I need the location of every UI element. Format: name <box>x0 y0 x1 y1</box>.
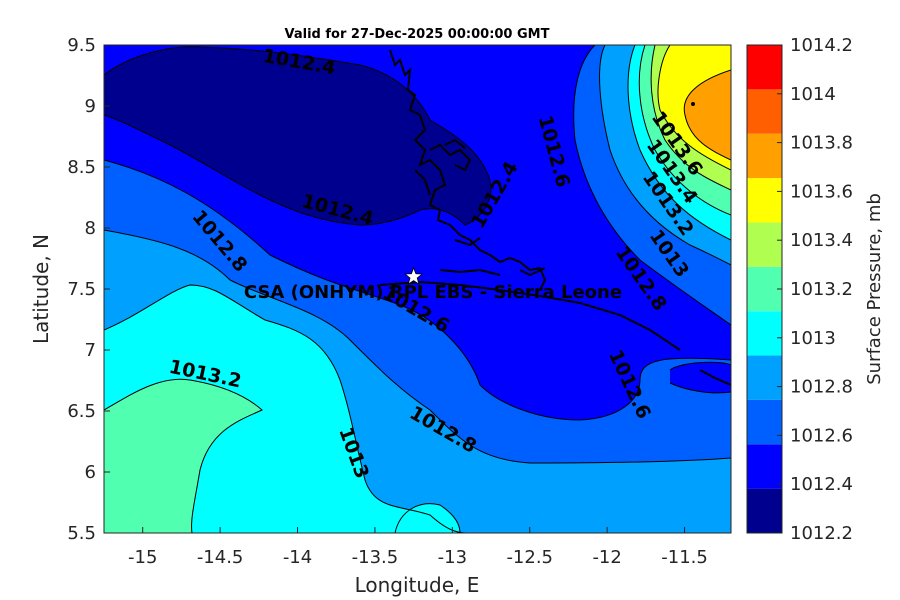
colorbar-swatch <box>747 133 782 179</box>
contour-line <box>657 45 731 171</box>
colorbar-tick-label: 1013.4 <box>790 230 853 251</box>
contour-line <box>599 45 731 266</box>
x-tick-label: -14.5 <box>197 547 244 568</box>
contour-dot <box>691 102 695 106</box>
chart-title: Valid for 27-Dec-2025 00:00:00 GMT <box>285 27 550 42</box>
y-axis-label: Latitude, N <box>29 234 53 344</box>
colorbar-swatch <box>747 178 782 223</box>
colorbar-frame <box>746 44 783 534</box>
contour-line <box>394 503 461 533</box>
y-axis: 9.5 9 8.5 8 7.5 7 6.5 6 5.5 <box>67 35 110 544</box>
y-tick-label: 8.5 <box>67 157 96 178</box>
coastline <box>379 49 731 386</box>
colorbar-swatch <box>747 45 782 90</box>
y-tick-label: 9 <box>85 96 96 117</box>
colorbar-swatch <box>747 444 782 489</box>
colorbar-swatch <box>747 222 782 267</box>
y-tick-label: 7.5 <box>67 279 96 300</box>
coastline-estuary <box>414 138 472 196</box>
colorbar-tick-label: 1013 <box>790 328 836 349</box>
x-tick-label: -12 <box>592 547 621 568</box>
site-label: CSA (ONHYM) RPL EBS - Sierra Leone <box>244 282 622 303</box>
x-tick-label: -11.5 <box>661 547 708 568</box>
y-tick-label: 9.5 <box>67 35 96 56</box>
site-star-marker <box>404 266 424 286</box>
colorbar-tick-label: 1013.6 <box>790 181 853 202</box>
contour-line <box>104 229 731 464</box>
colorbar-tick-label: 1012.4 <box>790 474 853 495</box>
colorbar-tick-label: 1013.2 <box>790 279 853 300</box>
band-1012-2 <box>104 46 491 225</box>
colorbar-swatch <box>747 488 782 533</box>
colorbar-tick-label: 1014 <box>790 84 836 105</box>
pressure-field <box>104 45 731 533</box>
coastline-path <box>389 49 547 291</box>
contour-line <box>638 45 731 216</box>
contour-line <box>650 45 731 191</box>
coastline-south-path <box>379 280 681 351</box>
colorbar-label: Surface Pressure, mb <box>864 193 885 385</box>
contour-line <box>669 361 731 394</box>
coastline-islands <box>439 237 546 277</box>
x-tick-label: -14 <box>283 547 312 568</box>
colorbar-swatch <box>747 399 782 445</box>
colorbar: 1014.2 1014 1013.8 1013.6 1013.4 1013.2 1013 10… <box>747 35 853 544</box>
contour-line <box>104 46 492 226</box>
x-tick-label: -13 <box>438 547 467 568</box>
band-ne-1013-8 <box>684 70 731 160</box>
contour-line <box>104 284 471 533</box>
y-tick-label: 8 <box>85 218 96 239</box>
colorbar-tick-label: 1012.8 <box>790 377 853 398</box>
colorbar-swatch <box>747 311 782 356</box>
colorbar-swatch <box>747 355 782 400</box>
colorbar-tick-label: 1012.2 <box>790 523 853 544</box>
x-tick-label: -15 <box>128 547 157 568</box>
band-1013-2 <box>104 379 262 533</box>
band-se-1012-4 <box>670 362 731 393</box>
y-tick-label: 6.5 <box>67 401 96 422</box>
contour-lines <box>104 45 731 533</box>
x-axis: -15 -14.5 -14 -13.5 -13 -12.5 -12 -11.5 <box>128 527 708 568</box>
contour-line <box>627 45 731 241</box>
colorbar-tick-label: 1013.8 <box>790 133 853 154</box>
y-tick-label: 7 <box>85 340 96 361</box>
y-tick-label: 6 <box>85 462 96 483</box>
contour-line <box>104 159 731 421</box>
contour-line <box>573 45 731 326</box>
x-tick-label: -12.5 <box>506 547 553 568</box>
contour-line <box>104 378 263 533</box>
coastline-east-path <box>699 369 731 386</box>
colorbar-tick-label: 1012.6 <box>790 425 853 446</box>
colorbar-swatch <box>747 266 782 312</box>
colorbar-tick-label: 1014.2 <box>790 35 853 56</box>
colorbar-swatch <box>747 89 782 134</box>
x-tick-label: -13.5 <box>352 547 399 568</box>
y-tick-label: 5.5 <box>67 523 96 544</box>
x-axis-label: Longitude, E <box>355 573 480 597</box>
contour-line <box>683 69 731 161</box>
